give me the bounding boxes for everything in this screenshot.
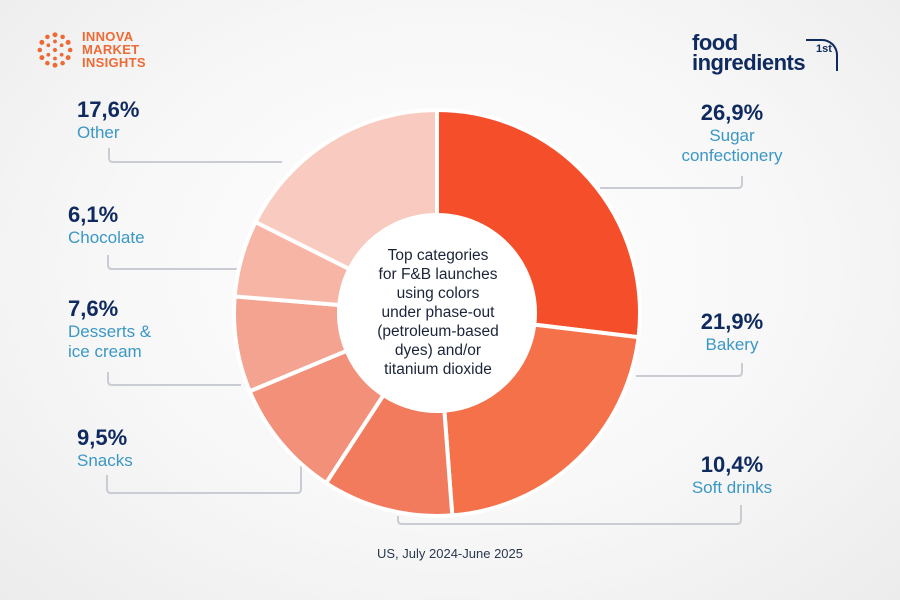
innova-dots-icon	[37, 31, 73, 68]
leader-lines	[106, 148, 743, 525]
logo-food: food	[692, 30, 738, 55]
leader-bakery	[636, 363, 743, 377]
label-chocolate: 6,1% Chocolate	[68, 202, 145, 247]
label-snacks: 9,5% Snacks	[77, 425, 133, 470]
logo-arc-icon	[806, 39, 838, 71]
footnote: US, July 2024-June 2025	[377, 546, 523, 561]
leader-sugar-confectionery	[600, 176, 743, 189]
label-bakery: 21,9% Bakery	[700, 309, 764, 354]
innova-logo: INNOVA MARKET INSIGHTS	[36, 30, 146, 69]
food-ingredients-logo: food ingredients 1st	[692, 30, 838, 75]
label-desserts-ice-cream: 7,6% Desserts & ice cream	[68, 296, 152, 361]
leader-other	[108, 148, 282, 163]
label-soft-drinks: 10,4% Soft drinks	[691, 452, 773, 497]
leader-chocolate	[107, 255, 238, 270]
donut-hole	[341, 217, 533, 409]
slice-other	[253, 108, 439, 272]
innova-wordmark: INNOVA MARKET INSIGHTS	[82, 29, 146, 70]
logo-1st: 1st	[816, 43, 832, 55]
leader-soft-drinks	[397, 505, 742, 525]
slice-sugar-confectionery	[435, 108, 642, 340]
center-title: Top categories for F&B launches using co…	[377, 247, 499, 378]
label-sugar-confectionery: 26,9% Sugar confectionery	[681, 100, 783, 165]
label-other: 17,6% Other	[77, 97, 140, 142]
leader-desserts	[107, 372, 241, 386]
logo-ingredients: ingredients	[692, 50, 806, 75]
donut-slices	[232, 108, 642, 518]
slice-bakery	[442, 322, 641, 518]
leader-snacks	[106, 465, 302, 494]
